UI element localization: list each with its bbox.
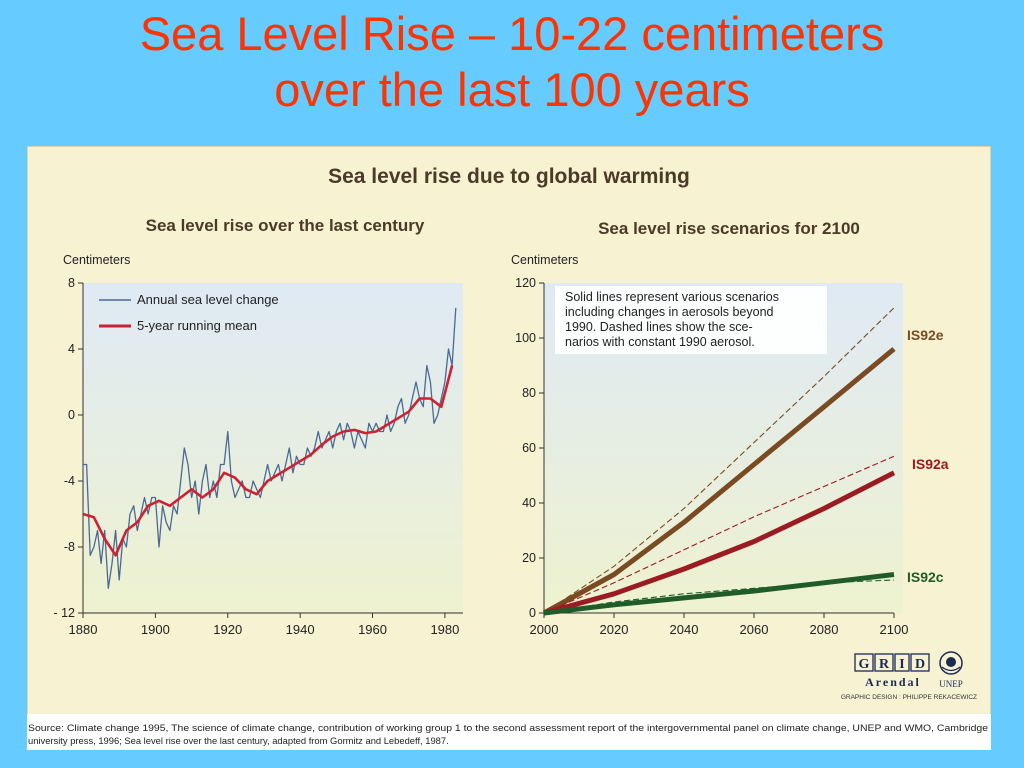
right-y-tick-label: 120 xyxy=(515,276,536,290)
left-plot-area xyxy=(83,283,463,614)
right-series-is92a-solid xyxy=(543,470,896,616)
left-y-tick-label: 0 xyxy=(68,408,75,422)
right-chart: Sea level rise scenarios for 2100 Centim… xyxy=(511,219,949,637)
grid-letter-d: D xyxy=(915,657,925,672)
slide-title-line-1: Sea Level Rise – 10-22 centimeters xyxy=(139,7,885,60)
left-chart-title: Sea level rise over the last century xyxy=(146,216,425,235)
right-x-tick-label: 2000 xyxy=(530,622,559,637)
label-is92a: IS92a xyxy=(912,456,949,472)
annotation-box xyxy=(555,286,827,354)
legend-annual-label: Annual sea level change xyxy=(137,292,279,307)
grid-logo: G R I D xyxy=(854,653,930,672)
right-series-is92c-dashed xyxy=(543,579,895,614)
left-chart-ylabel: Centimeters xyxy=(63,253,130,267)
left-chart: Sea level rise over the last century Cen… xyxy=(53,216,463,637)
grid-letter-g: G xyxy=(859,657,870,672)
grid-letter-i: I xyxy=(899,657,904,672)
figure-panel: Sea level rise due to global warming Sea… xyxy=(27,146,991,750)
right-x-tick-label: 2080 xyxy=(810,622,839,637)
left-series-annual-sea-level-change xyxy=(83,307,457,589)
right-y-tick-label: 100 xyxy=(515,331,536,345)
source-line-1: Source: Climate change 1995, The science… xyxy=(28,722,988,733)
right-x-tick-label: 2060 xyxy=(740,622,769,637)
right-y-tick-label: 80 xyxy=(522,386,536,400)
right-series-is92a-dashed xyxy=(543,455,895,614)
design-credit: GRAPHIC DESIGN : PHILIPPE REKACEWICZ xyxy=(841,694,977,701)
right-chart-title: Sea level rise scenarios for 2100 xyxy=(598,219,860,238)
left-legend: Annual sea level change 5-year running m… xyxy=(99,292,279,333)
right-series-is92e-dashed xyxy=(543,307,895,614)
left-y-tick-label: - 12 xyxy=(53,606,75,620)
left-series-5-year-running-mean xyxy=(82,365,454,557)
annotation-line-2: including changes in aerosols beyond xyxy=(565,305,774,319)
left-x-tick-label: 1880 xyxy=(69,622,98,637)
grid-arendal-credit: G R I D Arendal UNEP GRAPHIC DESIGN : PH… xyxy=(841,651,977,701)
right-x-tick-label: 2020 xyxy=(600,622,629,637)
slide-title-line-2: over the last 100 years xyxy=(274,63,750,116)
left-y-tick-label: -8 xyxy=(64,540,75,554)
right-series-is92e-solid xyxy=(542,347,896,616)
unep-emblem-icon xyxy=(939,651,963,675)
arendal-label: Arendal xyxy=(865,675,921,689)
right-series-is92c-solid xyxy=(543,572,895,616)
annotation-line-3: 1990. Dashed lines show the sce- xyxy=(565,320,753,334)
left-y-tick-label: -4 xyxy=(64,474,75,488)
annotation-line-1: Solid lines represent various scenarios xyxy=(565,290,779,304)
unep-label: UNEP xyxy=(939,679,963,689)
source-strip xyxy=(27,714,991,750)
right-y-tick-label: 20 xyxy=(522,551,536,565)
grid-letter-r: R xyxy=(879,657,890,672)
left-x-tick-label: 1940 xyxy=(286,622,315,637)
left-x-tick-label: 1960 xyxy=(358,622,387,637)
slide-title: Sea Level Rise – 10-22 centimeters over … xyxy=(0,6,1024,118)
source-line-2: university press, 1996; Sea level rise o… xyxy=(28,735,449,746)
right-y-tick-label: 60 xyxy=(522,441,536,455)
label-is92e: IS92e xyxy=(907,327,944,343)
label-is92c: IS92c xyxy=(907,569,944,585)
left-x-tick-label: 1980 xyxy=(430,622,459,637)
right-x-tick-label: 2040 xyxy=(670,622,699,637)
right-chart-ylabel: Centimeters xyxy=(511,253,578,267)
right-y-tick-label: 40 xyxy=(522,496,536,510)
right-y-tick-label: 0 xyxy=(529,606,536,620)
left-y-tick-label: 4 xyxy=(68,342,75,356)
right-x-tick-label: 2100 xyxy=(880,622,909,637)
left-y-tick-label: 8 xyxy=(68,276,75,290)
figure-svg: Sea level rise due to global warming Sea… xyxy=(27,165,991,750)
legend-mean-label: 5-year running mean xyxy=(137,318,257,333)
figure-main-title: Sea level rise due to global warming xyxy=(328,165,690,188)
left-x-tick-label: 1920 xyxy=(213,622,242,637)
annotation-line-4: narios with constant 1990 aerosol. xyxy=(565,335,755,349)
left-x-tick-label: 1900 xyxy=(141,622,170,637)
